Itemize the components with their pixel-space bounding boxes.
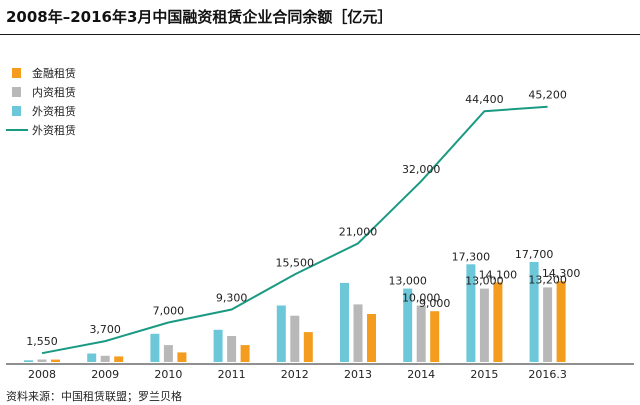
data-label-financial-2014: 9,000 (419, 297, 451, 310)
bar-financial-2013 (367, 314, 376, 362)
x-tick-label-2016.3: 2016.3 (528, 368, 567, 381)
legend-swatch-financial (12, 68, 21, 78)
line-series-path (41, 105, 548, 355)
line-label-2011: 9,300 (216, 292, 248, 305)
legend-label-domestic: 内资租赁 (32, 85, 76, 99)
data-label-financial-2015: 14,100 (479, 268, 518, 281)
bar-domestic-2008 (37, 359, 47, 362)
data-label-domestic-2016.3: 13,200 (528, 273, 567, 286)
legend-swatch-foreign (12, 106, 21, 116)
data-labels: 13,00010,0009,00017,30013,00014,10017,70… (26, 89, 580, 349)
bar-foreign-2009 (87, 353, 97, 362)
bar-financial-2015 (493, 282, 503, 362)
bar-foreign-2014 (403, 288, 413, 362)
x-tick-label-2009: 2009 (91, 368, 119, 381)
legend-label-foreign: 外资租赁 (32, 104, 76, 118)
legend-swatch-domestic (12, 87, 21, 97)
data-label-financial-2016.3: 14,300 (542, 267, 581, 280)
bar-foreign-2013 (340, 282, 349, 362)
line-label-2009: 3,700 (89, 323, 121, 336)
bar-domestic-2009 (100, 355, 110, 362)
bar-financial-2010 (177, 352, 187, 362)
bar-domestic-2012 (290, 315, 300, 362)
line-label-2015: 44,400 (465, 93, 504, 106)
chart-title: 2008年–2016年3月中国融资租赁企业合同余额［亿元］ (6, 8, 393, 26)
legend-label-financial: 金融租赁 (32, 66, 76, 80)
legend-label-line: 外资租赁 (32, 123, 76, 137)
bar-domestic-2013 (353, 304, 363, 362)
data-label-domestic-2015: 13,000 (465, 275, 504, 288)
bar-domestic-2016.3 (543, 287, 553, 362)
bars (24, 262, 566, 362)
line-label-2016.3: 45,200 (528, 89, 567, 102)
x-tick-label-2010: 2010 (154, 368, 182, 381)
line-label-2010: 7,000 (153, 305, 185, 318)
bar-foreign-2010 (150, 333, 160, 362)
bar-financial-2011 (240, 345, 250, 362)
title-divider (0, 34, 640, 35)
data-label-foreign-2014: 13,000 (388, 275, 427, 288)
bar-foreign-2008 (24, 360, 33, 362)
bar-financial-2016.3 (556, 281, 566, 362)
line-label-2014: 32,000 (402, 163, 441, 176)
data-label-foreign-2015: 17,300 (452, 250, 491, 263)
source-note: 资料来源：中国租赁联盟；罗兰贝格 (6, 390, 182, 403)
data-label-domestic-2014: 10,000 (402, 292, 441, 305)
bar-foreign-2011 (213, 329, 223, 362)
bar-financial-2009 (114, 356, 124, 362)
x-tick-label-2011: 2011 (218, 368, 246, 381)
x-tick-label-2014: 2014 (407, 368, 435, 381)
x-tick-label-2013: 2013 (344, 368, 372, 381)
bar-domestic-2014 (416, 305, 426, 362)
line-series (41, 105, 548, 355)
x-tick-label-2015: 2015 (470, 368, 498, 381)
x-tick-label-2008: 2008 (28, 368, 56, 381)
x-tick-label-2012: 2012 (281, 368, 309, 381)
line-label-2012: 15,500 (276, 256, 315, 269)
x-tick-labels: 2008 2009 2010 2011 2012 2013 2014 2015 2016.3 (28, 368, 567, 381)
bar-domestic-2015 (479, 288, 489, 362)
bar-domestic-2010 (163, 345, 173, 362)
line-label-2008: 1,550 (26, 335, 58, 348)
bar-foreign-2012 (276, 305, 286, 362)
bar-financial-2012 (303, 332, 313, 362)
data-label-foreign-2016.3: 17,700 (515, 248, 554, 261)
bar-domestic-2011 (227, 336, 237, 362)
line-label-2013: 21,000 (339, 225, 378, 238)
bar-foreign-2016.3 (529, 262, 539, 362)
bar-financial-2014 (430, 311, 440, 362)
bar-foreign-2015 (466, 264, 476, 362)
bar-financial-2008 (51, 359, 60, 362)
